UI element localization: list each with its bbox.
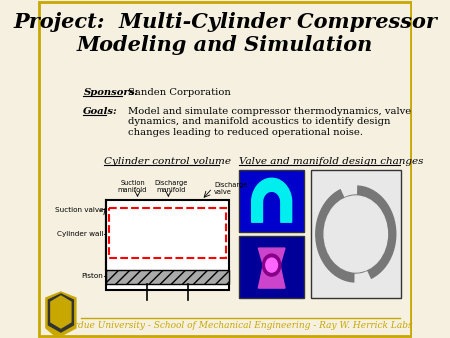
Text: Sanden Corporation: Sanden Corporation <box>127 88 230 97</box>
Text: Purdue University - School of Mechanical Engineering - Ray W. Herrick Labs: Purdue University - School of Mechanical… <box>62 321 413 331</box>
Text: Model and simulate compressor thermodynamics, valve
dynamics, and manifold acous: Model and simulate compressor thermodyna… <box>127 107 411 137</box>
Text: Goals:: Goals: <box>83 107 118 116</box>
Text: Project:  Multi-Cylinder Compressor
Modeling and Simulation: Project: Multi-Cylinder Compressor Model… <box>13 12 437 55</box>
Bar <box>311 170 401 298</box>
Bar <box>239 170 304 232</box>
Polygon shape <box>258 265 285 288</box>
Bar <box>239 236 304 298</box>
Text: Cylinder wall: Cylinder wall <box>57 231 104 237</box>
Circle shape <box>262 254 281 276</box>
Bar <box>109 208 226 258</box>
Text: Discharge
valve: Discharge valve <box>214 182 248 195</box>
Text: Valve and manifold design changes: Valve and manifold design changes <box>239 157 423 166</box>
Polygon shape <box>49 294 73 332</box>
Circle shape <box>266 258 278 272</box>
Polygon shape <box>258 248 285 265</box>
Bar <box>106 200 229 207</box>
Bar <box>106 270 229 284</box>
Text: Cylinder control volume: Cylinder control volume <box>104 157 231 166</box>
Text: Sponsors:: Sponsors: <box>83 88 139 97</box>
Text: Suction
manifold: Suction manifold <box>118 180 147 193</box>
Polygon shape <box>252 178 292 222</box>
Polygon shape <box>46 292 76 335</box>
Circle shape <box>324 196 387 272</box>
Text: Piston: Piston <box>81 273 104 279</box>
Polygon shape <box>51 296 71 328</box>
Text: Suction valve: Suction valve <box>55 207 104 213</box>
Bar <box>106 200 229 290</box>
Circle shape <box>316 186 396 282</box>
Text: Discharge
manifold: Discharge manifold <box>154 180 188 193</box>
